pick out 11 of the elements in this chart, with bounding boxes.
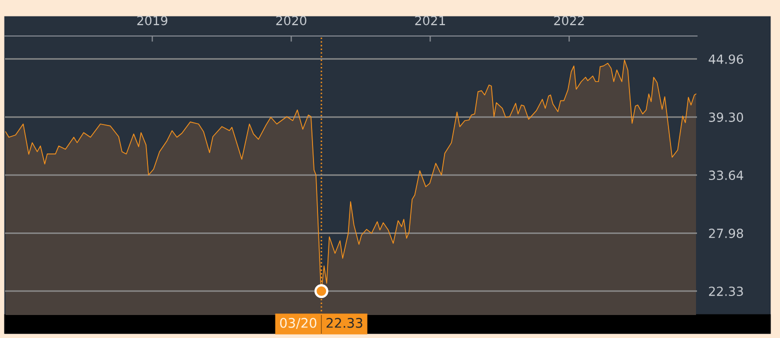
y-tick-label: 39.30 [709, 112, 744, 122]
x-tick-label: 2019 [137, 16, 168, 26]
x-tick-label: 2022 [554, 16, 584, 26]
y-tick-label: 33.64 [709, 170, 744, 180]
x-tick-label: 2021 [415, 16, 445, 26]
y-tick-label: 22.33 [709, 286, 743, 296]
annotation: 03/20 [280, 318, 316, 329]
y-tick-label: 27.98 [709, 228, 744, 238]
x-tick-label: 2020 [276, 16, 306, 26]
y-tick-label: 44.96 [708, 54, 744, 64]
annotation: 22.33 [326, 318, 362, 328]
